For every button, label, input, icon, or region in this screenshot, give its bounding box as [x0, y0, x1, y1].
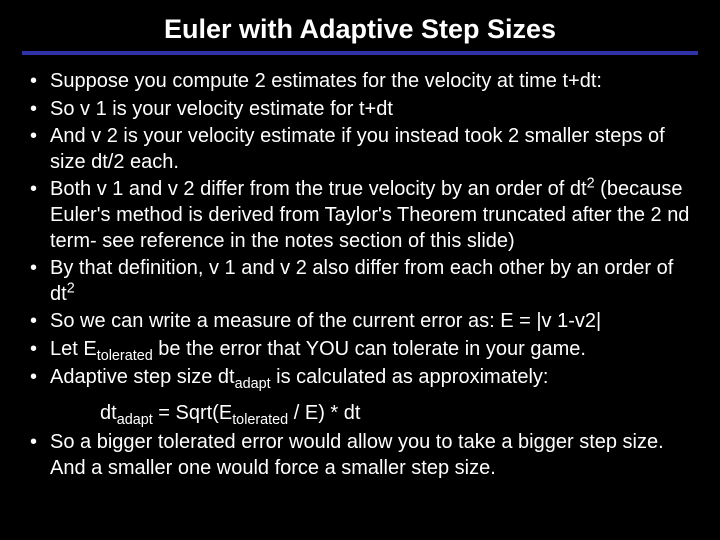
formula-line: dtadapt = Sqrt(Etolerated / E) * dt — [22, 400, 698, 426]
list-item: By that definition, v 1 and v 2 also dif… — [28, 256, 698, 307]
list-item: And v 2 is your velocity estimate if you… — [28, 124, 698, 175]
title-underline — [22, 51, 698, 55]
slide-title: Euler with Adaptive Step Sizes — [22, 14, 698, 45]
list-item: Suppose you compute 2 estimates for the … — [28, 69, 698, 95]
slide: Euler with Adaptive Step Sizes Suppose y… — [0, 0, 720, 540]
bullet-list: Suppose you compute 2 estimates for the … — [22, 69, 698, 390]
list-item: So a bigger tolerated error would allow … — [28, 430, 698, 481]
bullet-list-after: So a bigger tolerated error would allow … — [22, 430, 698, 481]
list-item: Adaptive step size dtadapt is calculated… — [28, 365, 698, 391]
list-item: So we can write a measure of the current… — [28, 309, 698, 335]
list-item: Let Etolerated be the error that YOU can… — [28, 337, 698, 363]
list-item: Both v 1 and v 2 differ from the true ve… — [28, 177, 698, 254]
list-item: So v 1 is your velocity estimate for t+d… — [28, 97, 698, 123]
